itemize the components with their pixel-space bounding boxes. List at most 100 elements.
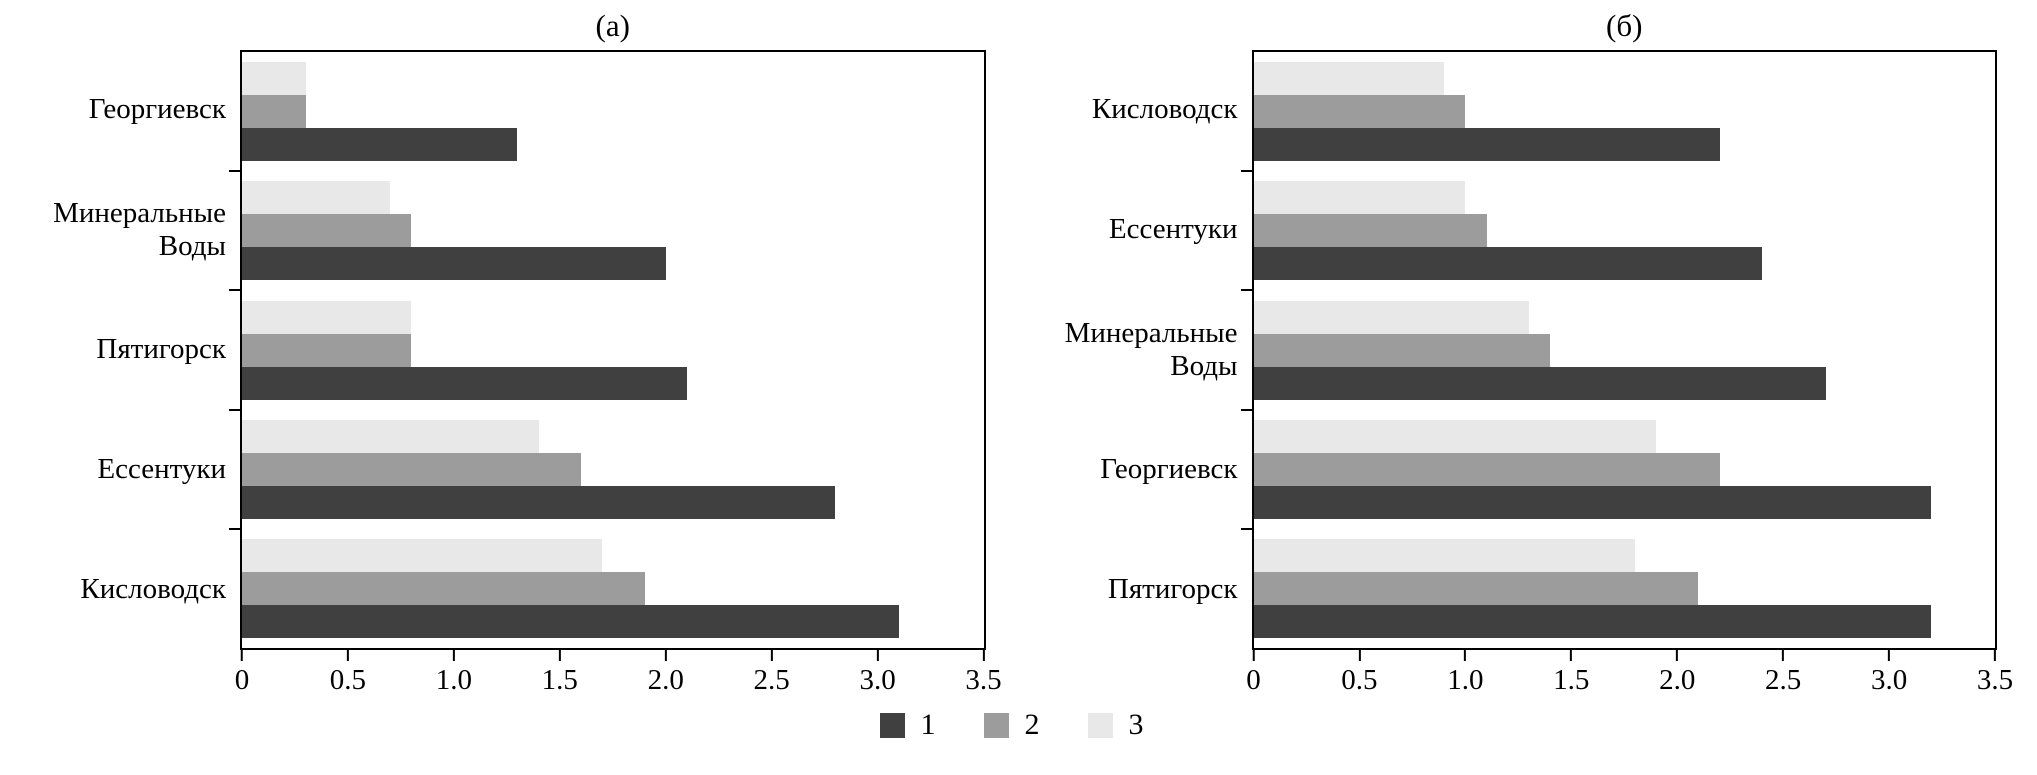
x-tick-label: 2.5 (753, 664, 790, 696)
y-tick (1240, 289, 1252, 292)
bar-series-1 (242, 485, 836, 519)
x-tick-label: 1.5 (1553, 664, 1590, 696)
bar-series-2 (242, 333, 412, 367)
category-label: Пятигорск (1107, 573, 1238, 606)
category-label: Ессентуки (97, 453, 226, 486)
category-label: Ессентуки (1108, 213, 1238, 246)
y-tick (229, 408, 240, 411)
bar-series-1 (1253, 247, 1762, 281)
x-tick-label: 0.5 (1341, 664, 1378, 696)
x-tick-mark (1782, 650, 1785, 661)
x-tick-label: 0 (234, 664, 250, 696)
x-tick-label: 0 (1246, 664, 1261, 696)
chart-b: (б) Кисловодск Ессентуки Минеральные Воды Г… (1012, 6, 2024, 696)
bar-series-2 (242, 571, 645, 605)
bar-series-2 (1253, 95, 1466, 129)
x-tick-mark (558, 650, 561, 661)
x-tick-mark (876, 650, 879, 661)
x-tick: 3.0 (1871, 650, 1907, 697)
legend-item: 1 (879, 708, 936, 742)
chart-a-y-axis-labels: Георгиевск Минеральные Воды Пятигорск Ессен… (0, 50, 240, 650)
x-tick: 1.0 (1447, 650, 1483, 697)
y-tick (229, 170, 240, 173)
chart-a-bar-groups (242, 52, 984, 648)
chart-b-bar-groups (1253, 52, 1996, 648)
bar-series-2 (242, 95, 306, 129)
x-tick-mark (346, 650, 349, 661)
bar-series-2 (242, 214, 412, 248)
x-tick: 1.5 (1553, 650, 1589, 697)
chart-b-body: Кисловодск Ессентуки Минеральные Воды Георг… (1012, 50, 2013, 696)
chart-a: (а) Георгиевск Минеральные Воды Пятигорск Е… (0, 6, 1012, 696)
bar-series-2 (1253, 452, 1720, 486)
x-tick-label: 2.0 (647, 664, 684, 696)
x-tick-mark (1358, 650, 1361, 661)
bar-series-3 (1253, 538, 1635, 572)
legend-swatch (1087, 712, 1113, 738)
chart-b-plot-area: 0 0.5 1.0 1.5 2.0 2.5 3.0 3.5 (1240, 50, 2013, 696)
x-tick-label: 3.0 (859, 664, 896, 696)
bar-series-3 (242, 300, 412, 334)
chart-b-y-axis-labels: Кисловодск Ессентуки Минеральные Воды Георг… (1012, 50, 1252, 650)
x-tick-mark (1676, 650, 1679, 661)
x-tick: 3.5 (1977, 650, 2013, 697)
x-tick: 0.5 (1341, 650, 1378, 697)
x-tick-mark (241, 650, 243, 661)
legend-swatch (879, 712, 905, 738)
x-tick-mark (664, 650, 667, 661)
y-tick (1240, 408, 1252, 411)
category-label: Минеральные Воды (1064, 316, 1238, 382)
bar-group (1253, 290, 1996, 409)
category-label: Минеральные Воды (53, 196, 226, 262)
x-tick: 3.5 (965, 650, 1002, 697)
bar-series-3 (242, 181, 391, 215)
x-tick: 2.5 (754, 650, 790, 697)
bar-group (242, 290, 984, 409)
legend-swatch (983, 712, 1009, 738)
bar-series-1 (242, 366, 687, 400)
chart-b-x-axis: 0 0.5 1.0 1.5 2.0 2.5 3.0 3.5 (1246, 648, 2013, 698)
bar-series-1 (242, 128, 518, 162)
bar-series-1 (242, 604, 899, 638)
x-tick-label: 1.5 (541, 664, 578, 696)
bar-series-3 (242, 538, 603, 572)
bar-series-3 (242, 62, 306, 96)
chart-b-title: (б) (1606, 8, 1643, 43)
bar-series-1 (1253, 604, 1932, 638)
chart-a-plot-area: 0 0.5 1.0 1.5 2.0 2.5 3.0 3.5 (229, 50, 1002, 696)
bar-group (1253, 171, 1996, 290)
legend-label: 3 (1128, 708, 1144, 741)
x-tick-label: 3.5 (1976, 664, 2014, 696)
category-label: Пятигорск (96, 333, 226, 366)
x-tick: 0.5 (330, 650, 366, 697)
x-tick: 3.0 (859, 650, 896, 697)
chart-a-title: (а) (595, 8, 630, 43)
legend-label: 2 (1024, 708, 1040, 741)
chart-a-body: Георгиевск Минеральные Воды Пятигорск Ессен… (0, 50, 1002, 696)
x-tick-mark (1570, 650, 1573, 661)
bar-group (1253, 529, 1996, 648)
bar-group (242, 410, 984, 529)
x-tick: 2.0 (1659, 650, 1695, 697)
x-tick: 0 (234, 650, 250, 697)
x-tick-mark (1252, 650, 1255, 661)
x-tick: 2.5 (1765, 650, 1801, 697)
bar-series-1 (1253, 366, 1826, 400)
legend-item: 2 (983, 708, 1040, 742)
bar-series-3 (1253, 419, 1657, 453)
bar-group (242, 529, 984, 648)
bar-group (1253, 410, 1996, 529)
bar-series-1 (1253, 128, 1720, 162)
x-tick-label: 3.0 (1870, 664, 1908, 696)
category-label: Кисловодск (1091, 93, 1238, 126)
x-tick-mark (770, 650, 773, 661)
bar-group (242, 171, 984, 290)
y-tick (1240, 527, 1252, 530)
chart-a-x-axis: 0 0.5 1.0 1.5 2.0 2.5 3.0 3.5 (235, 648, 1002, 698)
y-tick (229, 527, 240, 530)
legend-item: 3 (1087, 708, 1144, 742)
bar-series-3 (1253, 181, 1466, 215)
x-tick-label: 3.5 (965, 664, 1002, 696)
bar-series-3 (1253, 300, 1529, 334)
